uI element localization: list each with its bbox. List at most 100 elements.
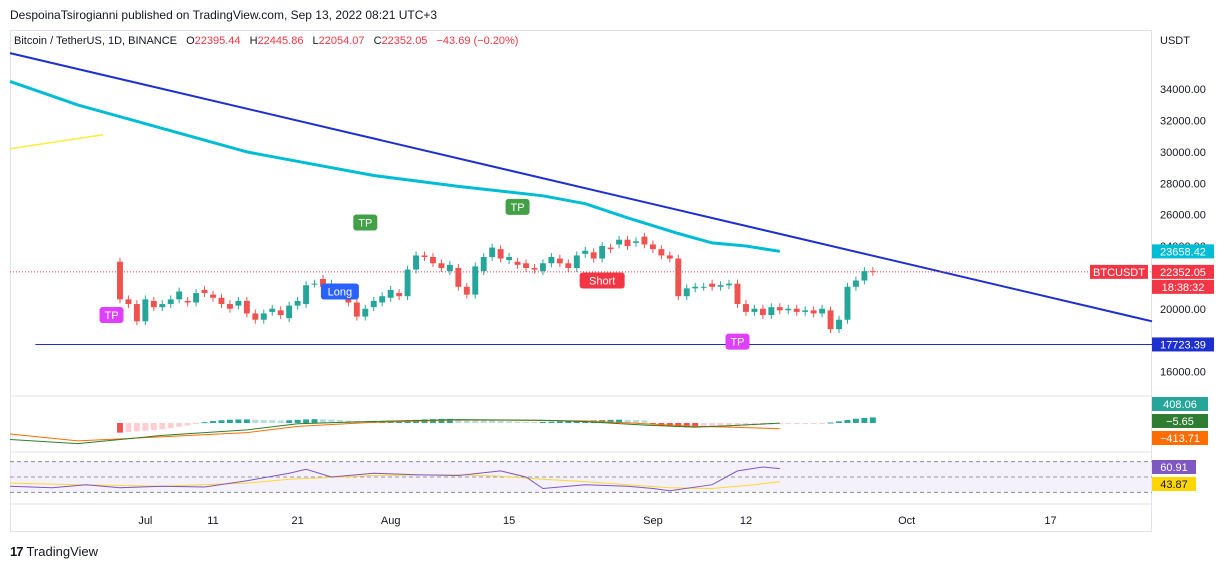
y-tick-label: 28000.00: [1160, 178, 1206, 190]
candle-body: [362, 308, 369, 317]
candle-body: [311, 283, 318, 285]
rsi-value-label: 60.91: [1160, 462, 1188, 474]
macd-histogram-bar: [294, 419, 301, 423]
y-tick-label: 30000.00: [1160, 147, 1206, 159]
macd-histogram-bar: [336, 419, 343, 423]
candle-body: [497, 249, 504, 259]
candle-body: [201, 289, 208, 294]
candle-body: [827, 310, 834, 330]
candle-body: [869, 271, 876, 273]
macd-histogram-bar: [286, 420, 293, 423]
x-tick-label: 12: [740, 515, 752, 527]
macd-histogram-bar: [150, 423, 157, 431]
macd-histogram-bar: [649, 423, 656, 425]
macd-histogram-bar: [320, 419, 326, 423]
candle-body: [167, 299, 174, 305]
macd-histogram-bar: [514, 421, 521, 423]
candle-body: [641, 236, 648, 245]
rsi-value-badge: [1152, 477, 1196, 491]
tradingview-logo-icon: 17: [10, 544, 24, 559]
candle-body: [117, 261, 123, 300]
macd-histogram-bar: [565, 421, 572, 423]
macd-histogram-bar: [641, 420, 648, 423]
candle-body: [142, 299, 149, 322]
candle-body: [683, 288, 690, 297]
macd-histogram-bar: [573, 420, 580, 423]
macd-histogram-bar: [556, 421, 563, 423]
candle-body: [624, 239, 631, 247]
macd-histogram-bar: [184, 423, 191, 426]
candle-body: [125, 299, 132, 305]
candle-body: [455, 267, 462, 287]
candle-body: [176, 291, 183, 300]
symbol-name[interactable]: Bitcoin / TetherUS, 1D, BINANCE: [14, 35, 178, 47]
change-value: −43.69 (−0.20%): [436, 35, 519, 47]
price-badge: [1152, 279, 1214, 294]
candle-body: [269, 308, 276, 312]
candle-body: [751, 308, 758, 312]
x-tick-label: 11: [207, 515, 218, 527]
candle-body: [700, 286, 707, 288]
macd-histogram-bar: [852, 418, 859, 423]
candle-body: [184, 300, 191, 303]
candle-body: [370, 300, 377, 308]
macd-histogram-bar: [269, 420, 276, 423]
x-tick-label: Oct: [898, 515, 915, 527]
candle-body: [353, 302, 360, 317]
macd-histogram-bar: [311, 419, 318, 423]
y-tick-label: 34000.00: [1160, 84, 1206, 96]
signal-tag: [353, 214, 378, 231]
macd-value-badge: [1152, 431, 1208, 445]
macd-histogram-bar: [819, 423, 826, 424]
candle-body: [430, 257, 436, 264]
candle-body: [734, 283, 741, 305]
macd-histogram-bar: [480, 420, 487, 423]
candle-body: [523, 263, 529, 268]
y-tick-label: 20000.00: [1160, 304, 1206, 316]
macd-histogram-bar: [548, 421, 555, 423]
candle-body: [489, 247, 496, 257]
candle-body: [243, 300, 250, 314]
price-badge-label: 18:38:32: [1162, 282, 1205, 294]
candle-body: [599, 246, 606, 259]
candle-body: [802, 310, 809, 312]
candle-body: [193, 293, 200, 303]
candle-body: [413, 255, 420, 270]
macd-histogram-bar: [328, 419, 335, 423]
candle-body: [226, 304, 233, 309]
candle-body: [836, 319, 842, 330]
macd-histogram-bar: [810, 423, 817, 424]
macd-histogram-bar: [176, 423, 183, 427]
macd-histogram-bar: [489, 420, 496, 423]
candle-body: [582, 250, 589, 254]
candle-body: [260, 313, 267, 320]
macd-histogram-bar: [497, 420, 504, 423]
candle-body: [590, 252, 597, 259]
signal-label: Long: [328, 287, 352, 299]
candle-body: [819, 308, 826, 314]
macd-histogram-bar: [159, 423, 166, 430]
tradingview-branding[interactable]: 17 TradingView: [10, 544, 98, 559]
candle-body: [539, 263, 546, 272]
candle-body: [785, 308, 792, 311]
signal-tag: [725, 333, 750, 350]
candle-body: [404, 269, 411, 297]
macd-histogram-bar: [193, 423, 200, 424]
high-label: H: [249, 35, 258, 47]
signal-label: TP: [511, 202, 525, 214]
candle-body: [666, 255, 673, 259]
macd-histogram-bar: [861, 417, 868, 423]
candle-body: [387, 289, 394, 298]
macd-histogram-bar: [734, 423, 741, 427]
publisher-line: DespoinaTsirogianni published on Trading…: [10, 8, 438, 22]
y-tick-label: 26000.00: [1160, 210, 1206, 222]
macd-value-label: 408.06: [1163, 399, 1197, 411]
candle-body: [438, 263, 445, 268]
candle-body: [514, 261, 521, 265]
candle-body: [776, 307, 783, 311]
macd-histogram-bar: [869, 417, 876, 423]
candle-body: [692, 286, 699, 289]
candle-body: [852, 280, 859, 287]
macd-histogram-bar: [692, 423, 699, 428]
